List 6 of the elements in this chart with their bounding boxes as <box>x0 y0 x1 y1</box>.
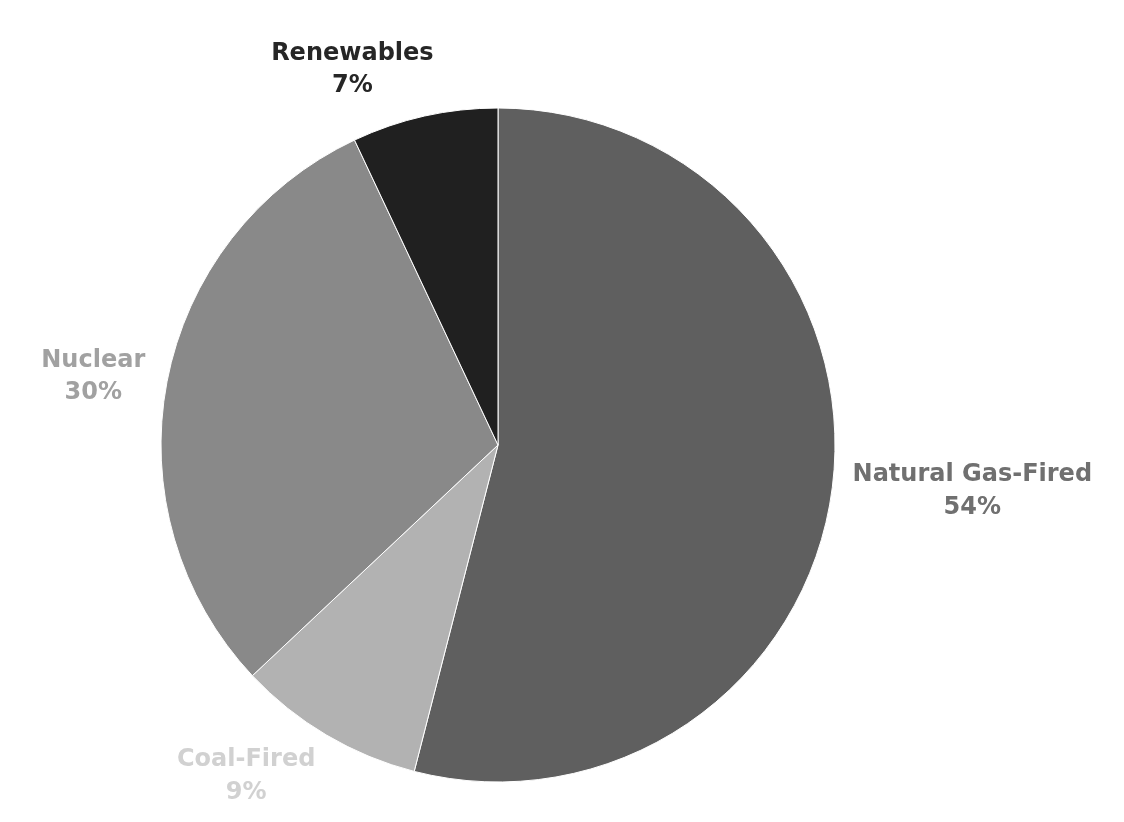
data-label: 54% <box>943 491 1002 520</box>
data-label: 7% <box>332 70 373 99</box>
slice-label: Nuclear <box>41 345 146 374</box>
slice-label: Natural Gas-Fired <box>852 459 1093 488</box>
data-label: 30% <box>64 377 122 406</box>
slice-label: Renewables <box>271 37 434 66</box>
